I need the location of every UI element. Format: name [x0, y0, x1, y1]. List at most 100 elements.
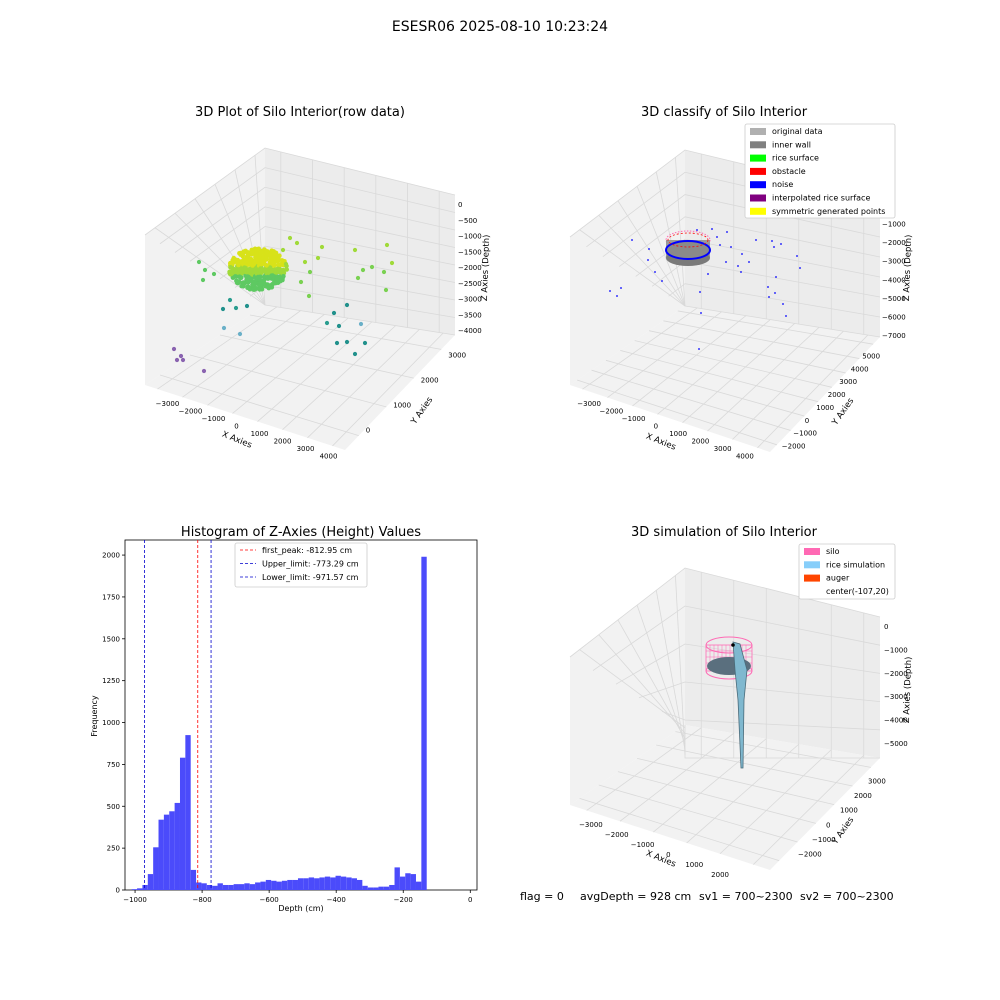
panel2-noise-point: [773, 246, 775, 248]
panel1-point: [302, 259, 308, 265]
hist-bar: [394, 867, 400, 890]
panel4-floor-gridline: [656, 744, 853, 787]
panel2-noise-point: [785, 315, 787, 317]
panel2-legend-label: inner wall: [772, 140, 811, 149]
panel2-floor-gridline: [677, 310, 874, 345]
panel2-noise-point: [799, 267, 801, 269]
hist-bar: [324, 876, 331, 890]
panel1-point: [196, 259, 202, 265]
panel1-point: [259, 266, 264, 272]
hist-bar: [410, 874, 416, 890]
hist-bar: [147, 874, 154, 890]
panel1-point: [264, 263, 269, 268]
panel4-back-left-pane: [570, 568, 685, 805]
panel1-point: [252, 246, 258, 252]
panel2-z-tick-label: −6000: [882, 313, 906, 321]
panel1-point: [178, 353, 184, 359]
hist-y-label: Frequency: [90, 695, 99, 737]
panel4-z-tick-label: −4000: [884, 717, 908, 725]
panel2-z-tick-label: −4000: [882, 276, 906, 284]
panel2-noise-point: [719, 244, 721, 246]
hist-reference-lines: [144, 540, 212, 890]
panel1-point: [258, 286, 263, 292]
panel4-z-tick-label: −5000: [884, 740, 908, 748]
panel1-point: [272, 255, 277, 261]
panel1-point: [287, 235, 293, 241]
panel4-wall-gridline: [684, 725, 880, 759]
panel2-floor-gridline: [605, 359, 805, 417]
panel1-wall-gridline: [174, 186, 456, 253]
panel1-point: [255, 274, 261, 280]
hist-x-tick-label: −1000: [123, 896, 147, 904]
panel1-z-tick-label: −500: [458, 217, 477, 225]
panel1-point: [227, 297, 233, 303]
panel2-noise-point: [716, 236, 718, 238]
panel2-wall-gridline: [655, 171, 686, 307]
panel2-noise-point: [725, 261, 727, 263]
panel4-wall-gridline: [598, 634, 686, 734]
hist-bar: [281, 880, 288, 890]
panel4-x-tick-label: 1000: [685, 861, 703, 869]
panel4-wall-gridline: [655, 590, 686, 750]
panel2-x-tick-label: 1000: [669, 430, 687, 438]
panel2-x-tick-label: 0: [654, 422, 658, 430]
hist-bar: [169, 811, 175, 890]
panel1-point: [266, 285, 272, 291]
panel4-y-tick-label: −1000: [812, 836, 836, 844]
panel1-point: [220, 306, 226, 312]
panel1-point: [249, 250, 255, 255]
hist-bar: [174, 802, 180, 890]
hist-x-tick-label: −200: [394, 896, 413, 904]
panel1-point: [230, 257, 236, 263]
panel1-point: [271, 280, 277, 286]
panel4-wall-gridline: [615, 643, 881, 685]
hist-bar: [421, 556, 427, 890]
panel1-y-tick-label: 1000: [393, 402, 411, 410]
panel2-floor-gridline: [607, 311, 722, 398]
panel2-noise-point: [730, 246, 732, 248]
panel4-legend-swatch: [804, 548, 820, 555]
panel1-point: [245, 285, 250, 291]
panel2-y-tick-label: 5000: [862, 352, 880, 360]
panel1-point: [235, 258, 240, 264]
panel1-point: [277, 267, 283, 272]
hist-bar: [383, 886, 390, 890]
panel1-z-tick-label: −1500: [458, 248, 482, 256]
panel1-floor-gridline: [207, 314, 325, 406]
panel1-point: [237, 274, 242, 280]
panel-raw-data: 3D Plot of Silo Interior(row data) −3000…: [144, 105, 492, 460]
panel1-point: [247, 261, 253, 266]
panel2-wall-gridline: [636, 186, 686, 307]
panel4-floor-gridline: [675, 731, 871, 768]
panel1-z-tick-label: −3000: [458, 296, 482, 304]
panel1-point: [319, 244, 325, 250]
figure-suptitle: ESESR06 2025-08-10 10:23:24: [392, 19, 608, 35]
panel2-z-tick-label: −3000: [882, 258, 906, 266]
panel4-floor-gridline: [598, 784, 798, 843]
hist-bar: [185, 735, 191, 890]
panel1-wall-gridline: [159, 167, 456, 245]
panel1-floor-gridline: [307, 329, 420, 439]
panel1-wall-gridline: [144, 147, 456, 236]
hist-bar: [153, 847, 159, 890]
panel2-legend-label: symmetric generated points: [772, 207, 885, 216]
panel1-point: [271, 250, 277, 256]
panel1-x-tick-label: 3000: [297, 445, 315, 453]
hist-legend-label: Lower_limit: -971.57 cm: [262, 573, 359, 582]
hist-bar: [297, 878, 304, 890]
panel1-point: [360, 267, 366, 273]
panel1-point: [251, 261, 256, 267]
panel1-point: [253, 269, 258, 274]
panel4-center-point: [731, 643, 735, 647]
panel1-point: [283, 261, 289, 267]
panel1-floor-gridline: [182, 310, 301, 398]
hist-y-tick-label: 750: [107, 761, 120, 769]
panel4-wall-gridline: [636, 604, 686, 745]
panel1-floor-gridline: [257, 321, 373, 422]
panel1-point: [228, 265, 233, 270]
panel4-x-label: X Axies: [644, 849, 677, 870]
panel1-point: [243, 265, 248, 271]
hist-bar: [314, 878, 320, 890]
panel1-z-tick-label: 0: [458, 201, 462, 209]
